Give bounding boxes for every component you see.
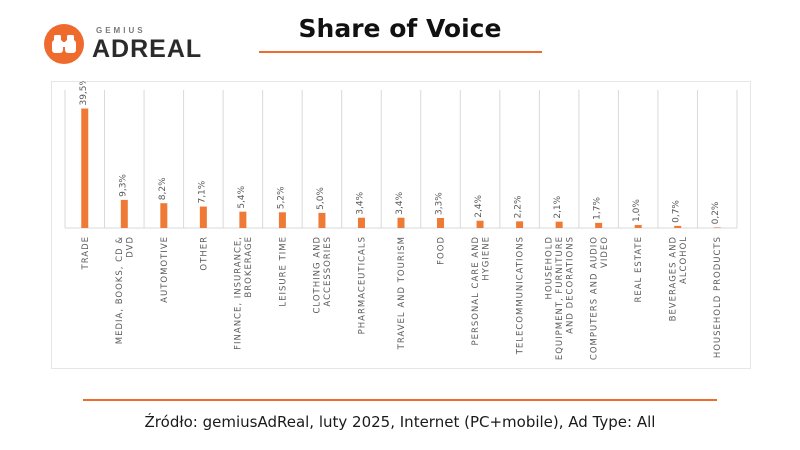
- data-label: 5,2%: [276, 186, 286, 209]
- category-label-line: COMPUTERS AND AUDIO: [589, 236, 599, 360]
- data-label: 1,0%: [632, 199, 642, 222]
- chart-frame: [51, 81, 751, 369]
- footer-divider: [83, 399, 717, 401]
- category-label: TRAVEL AND TOURISM: [397, 236, 407, 350]
- data-label: 0,7%: [672, 200, 682, 223]
- category-label-line: OTHER: [199, 236, 209, 271]
- bar: [81, 108, 89, 228]
- category-label-line: HOUSEHOLD: [545, 236, 555, 299]
- data-label: 9,3%: [118, 174, 128, 197]
- data-label: 8,2%: [158, 177, 168, 200]
- bar: [516, 221, 524, 228]
- category-label-line: ACCESSORIES: [323, 236, 333, 307]
- bar: [674, 225, 682, 228]
- data-label: 3,4%: [355, 191, 365, 214]
- category-label: LEISURE TIME: [278, 236, 288, 307]
- binoculars-icon: [44, 24, 84, 64]
- category-label: FINANCE, INSURANCE,BROKERAGE: [234, 236, 255, 350]
- data-label: 7,1%: [197, 180, 207, 203]
- category-label-line: AUTOMOTIVE: [160, 236, 170, 303]
- category-label: TELECOMMUNICATIONS: [516, 236, 526, 355]
- category-label-line: HYGIENE: [481, 236, 491, 281]
- category-label: BEVERAGES ANDALCOHOL: [668, 236, 689, 321]
- category-label-line: PERSONAL CARE AND: [471, 236, 481, 346]
- category-label: CLOTHING ANDACCESSORIES: [313, 236, 334, 314]
- bar: [160, 203, 168, 228]
- bar-chart: 39,5% TRADE 9,3% MEDIA, BOOKS, CD &DVD 8,2% A…: [51, 81, 751, 369]
- data-label: 3,4%: [395, 191, 405, 214]
- category-label-line: ALCOHOL: [679, 236, 689, 284]
- category-label: OTHER: [199, 236, 209, 271]
- bar: [595, 222, 603, 228]
- category-label: PHARMACEUTICALS: [357, 236, 367, 334]
- bar: [239, 211, 247, 228]
- bar: [713, 227, 721, 228]
- bar: [357, 217, 365, 228]
- category-label-line: HOUSEHOLD PRODUCTS: [713, 236, 723, 358]
- category-label-line: DVD: [126, 236, 136, 258]
- data-label: 39,5%: [79, 81, 89, 106]
- category-label-line: TELECOMMUNICATIONS: [516, 236, 526, 355]
- brand-name: ADREAL: [92, 34, 203, 63]
- category-label: TRADE: [81, 236, 91, 270]
- category-label: COMPUTERS AND AUDIOVIDEO: [589, 236, 610, 360]
- category-label-line: CLOTHING AND: [313, 236, 323, 314]
- data-label: 2,2%: [514, 195, 524, 218]
- category-label: MEDIA, BOOKS, CD &DVD: [115, 236, 136, 344]
- category-label: FOOD: [437, 236, 447, 265]
- bar: [397, 217, 405, 228]
- source-note: Źródło: gemiusAdReal, luty 2025, Interne…: [144, 413, 656, 431]
- bar: [476, 220, 484, 228]
- bar: [437, 218, 445, 228]
- category-label-line: FINANCE, INSURANCE,: [234, 236, 244, 350]
- category-label-line: AND DECORATIONS: [566, 236, 576, 334]
- data-label: 5,4%: [237, 185, 247, 208]
- category-label-line: TRAVEL AND TOURISM: [397, 236, 407, 350]
- bar: [120, 199, 128, 228]
- title-underline: [259, 51, 542, 53]
- data-label: 5,0%: [316, 187, 326, 210]
- category-label-line: LEISURE TIME: [278, 236, 288, 307]
- data-label: 3,3%: [435, 192, 445, 215]
- category-label: REAL ESTATE: [634, 236, 644, 303]
- data-label: 2,4%: [474, 194, 484, 217]
- bar: [318, 212, 326, 228]
- category-label-line: PHARMACEUTICALS: [357, 236, 367, 334]
- category-label-line: FOOD: [437, 236, 447, 265]
- data-label: 2,1%: [553, 195, 563, 218]
- brand-logo: GEMIUS ADREAL: [44, 24, 202, 64]
- category-label-line: EQUIPMENT, FURNITURE: [555, 236, 565, 360]
- category-label: AUTOMOTIVE: [160, 236, 170, 303]
- data-label: 0,2%: [711, 201, 721, 224]
- page-title: Share of Voice: [298, 14, 502, 43]
- bar: [634, 224, 642, 228]
- category-label-line: MEDIA, BOOKS, CD &: [115, 236, 125, 344]
- category-label: HOUSEHOLDEQUIPMENT, FURNITUREAND DECORAT…: [545, 236, 576, 360]
- category-label-line: REAL ESTATE: [634, 236, 644, 303]
- data-label: 1,7%: [593, 197, 603, 220]
- category-label: HOUSEHOLD PRODUCTS: [713, 236, 723, 358]
- category-label-line: TRADE: [81, 236, 91, 270]
- category-label-line: BEVERAGES AND: [668, 236, 678, 321]
- brand-sub: GEMIUS: [96, 25, 146, 35]
- bar: [278, 212, 286, 228]
- category-label-line: BROKERAGE: [244, 236, 254, 298]
- bar: [555, 221, 563, 228]
- category-label-line: VIDEO: [600, 236, 610, 268]
- bar: [199, 206, 207, 228]
- category-label: PERSONAL CARE ANDHYGIENE: [471, 236, 492, 346]
